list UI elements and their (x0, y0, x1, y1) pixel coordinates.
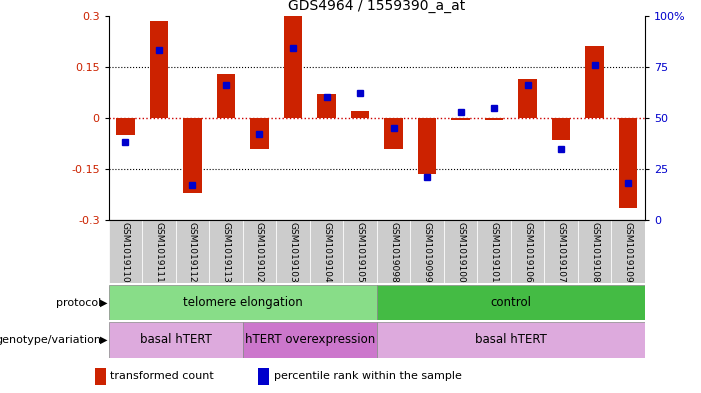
Text: protocol: protocol (56, 298, 102, 308)
Text: GSM1019098: GSM1019098 (389, 222, 398, 283)
Text: basal hTERT: basal hTERT (139, 333, 212, 347)
Text: genotype/variation: genotype/variation (0, 335, 102, 345)
Bar (176, 220, 209, 283)
Text: ▶: ▶ (100, 335, 107, 345)
Bar (284, 17, 302, 118)
Bar (611, 220, 645, 283)
Bar (109, 220, 142, 283)
Bar (519, 79, 537, 118)
Text: hTERT overexpression: hTERT overexpression (245, 333, 375, 347)
Bar (485, 118, 503, 119)
Bar (95, 368, 106, 385)
Bar (243, 322, 377, 358)
Bar (209, 220, 243, 283)
Bar (276, 220, 310, 283)
Text: percentile rank within the sample: percentile rank within the sample (273, 371, 461, 381)
Text: GSM1019110: GSM1019110 (121, 222, 130, 283)
Bar (418, 118, 436, 174)
Text: GSM1019105: GSM1019105 (355, 222, 365, 283)
Bar (477, 220, 511, 283)
Bar (109, 322, 243, 358)
Bar (552, 118, 571, 140)
Bar (578, 220, 611, 283)
Bar (444, 220, 477, 283)
Bar (585, 46, 604, 118)
Bar (384, 118, 403, 149)
Bar (343, 220, 377, 283)
Bar (116, 118, 135, 135)
Bar (250, 118, 268, 149)
Text: transformed count: transformed count (110, 371, 214, 381)
Text: GSM1019103: GSM1019103 (289, 222, 297, 283)
Bar (511, 220, 545, 283)
Text: GSM1019111: GSM1019111 (154, 222, 163, 283)
Text: telomere elongation: telomere elongation (183, 296, 303, 309)
Bar (619, 118, 637, 208)
Text: GSM1019102: GSM1019102 (255, 222, 264, 283)
Text: GSM1019106: GSM1019106 (523, 222, 532, 283)
Text: GSM1019100: GSM1019100 (456, 222, 465, 283)
Text: GSM1019112: GSM1019112 (188, 222, 197, 283)
Text: GSM1019107: GSM1019107 (557, 222, 566, 283)
Bar (451, 118, 470, 119)
Bar (142, 220, 176, 283)
Bar (318, 94, 336, 118)
Text: control: control (491, 296, 531, 309)
Bar (377, 322, 645, 358)
Bar (350, 111, 369, 118)
Text: GSM1019109: GSM1019109 (624, 222, 633, 283)
Bar (377, 220, 410, 283)
Bar (545, 220, 578, 283)
Text: GSM1019113: GSM1019113 (222, 222, 231, 283)
Bar (377, 285, 645, 320)
Bar (109, 285, 377, 320)
Bar (259, 368, 269, 385)
Text: GSM1019104: GSM1019104 (322, 222, 331, 283)
Text: GSM1019101: GSM1019101 (489, 222, 498, 283)
Bar (243, 220, 276, 283)
Text: basal hTERT: basal hTERT (475, 333, 547, 347)
Text: GSM1019108: GSM1019108 (590, 222, 599, 283)
Title: GDS4964 / 1559390_a_at: GDS4964 / 1559390_a_at (288, 0, 465, 13)
Text: ▶: ▶ (100, 298, 107, 308)
Bar (183, 118, 202, 193)
Text: GSM1019099: GSM1019099 (423, 222, 432, 283)
Bar (217, 73, 235, 118)
Bar (410, 220, 444, 283)
Bar (150, 21, 168, 118)
Bar (310, 220, 343, 283)
